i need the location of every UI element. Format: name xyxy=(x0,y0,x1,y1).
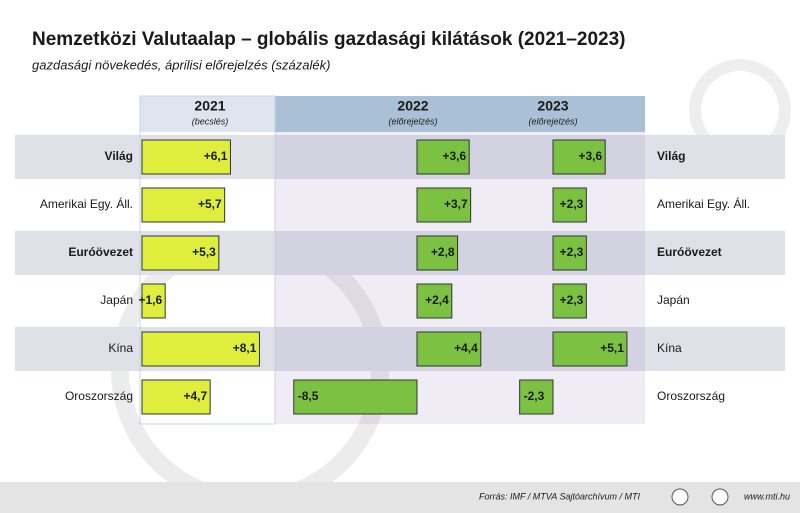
row-label: Amerikai Egy. Áll. xyxy=(40,196,133,211)
value-label: +2,3 xyxy=(560,293,584,307)
value-label: +2,8 xyxy=(431,245,455,259)
value-label: +6,1 xyxy=(204,149,228,163)
bar xyxy=(141,235,220,271)
row-label: Oroszország xyxy=(65,389,133,403)
value-label: +8,1 xyxy=(233,341,257,355)
value-label: -8,5 xyxy=(298,389,319,403)
bar xyxy=(141,331,260,367)
value-label: +5,7 xyxy=(198,197,222,211)
row-label: Kína xyxy=(108,341,133,355)
value-label: +2,3 xyxy=(560,197,584,211)
logo xyxy=(671,488,689,506)
bar xyxy=(552,235,587,271)
row-label-right: Euróövezet xyxy=(657,245,722,259)
series-name: 2022 xyxy=(397,98,428,114)
row-label: Világ xyxy=(105,149,133,163)
logo xyxy=(711,488,729,506)
website: www.mti.hu xyxy=(744,491,790,501)
bar xyxy=(141,139,231,175)
header-bg xyxy=(140,96,275,132)
bar xyxy=(141,187,226,223)
value-label: +3,7 xyxy=(444,197,468,211)
bar xyxy=(552,187,587,223)
source: Forrás: IMF / MTVA Sajtóarchívum / MTI xyxy=(479,491,641,501)
bar xyxy=(552,139,606,175)
value-label: -2,3 xyxy=(524,389,545,403)
row-label-right: Kína xyxy=(657,341,682,355)
bar xyxy=(416,139,470,175)
bar xyxy=(519,379,554,415)
value-label: +2,3 xyxy=(560,245,584,259)
series-note: (becslés) xyxy=(192,116,229,126)
value-label: +3,6 xyxy=(578,149,602,163)
row-label: Japán xyxy=(100,293,133,307)
footer-bar xyxy=(0,482,800,513)
panel-border xyxy=(139,95,276,425)
row-label-right: Amerikai Egy. Áll. xyxy=(657,196,750,211)
row-label-right: Japán xyxy=(657,293,690,307)
series-name: 2023 xyxy=(537,98,568,114)
row-label: Euróövezet xyxy=(68,245,133,259)
bar xyxy=(416,235,459,271)
series-name: 2021 xyxy=(194,98,225,114)
bar xyxy=(552,331,628,367)
row-label-right: Oroszország xyxy=(657,389,725,403)
bar xyxy=(141,283,166,319)
header-bg xyxy=(275,96,645,132)
series-note: (előrejelzés) xyxy=(388,116,437,126)
value-label: +1,6 xyxy=(138,293,162,307)
bar xyxy=(416,283,453,319)
series-note: (előrejelzés) xyxy=(528,116,577,126)
chart-title: Nemzetközi Valutaalap – globális gazdasá… xyxy=(32,29,626,50)
value-label: +5,3 xyxy=(192,245,216,259)
bar xyxy=(141,379,211,415)
row-label-right: Világ xyxy=(657,149,685,163)
value-label: +5,1 xyxy=(600,341,624,355)
chart-subtitle: gazdasági növekedés, áprilisi előrejelzé… xyxy=(32,57,330,72)
value-label: +2,4 xyxy=(425,293,449,307)
forecast-panel xyxy=(275,132,645,424)
bar xyxy=(416,187,472,223)
value-label: +4,4 xyxy=(454,341,478,355)
bar xyxy=(552,283,587,319)
value-label: +3,6 xyxy=(442,149,466,163)
bar xyxy=(293,379,418,415)
bar xyxy=(416,331,482,367)
value-label: +4,7 xyxy=(183,389,207,403)
